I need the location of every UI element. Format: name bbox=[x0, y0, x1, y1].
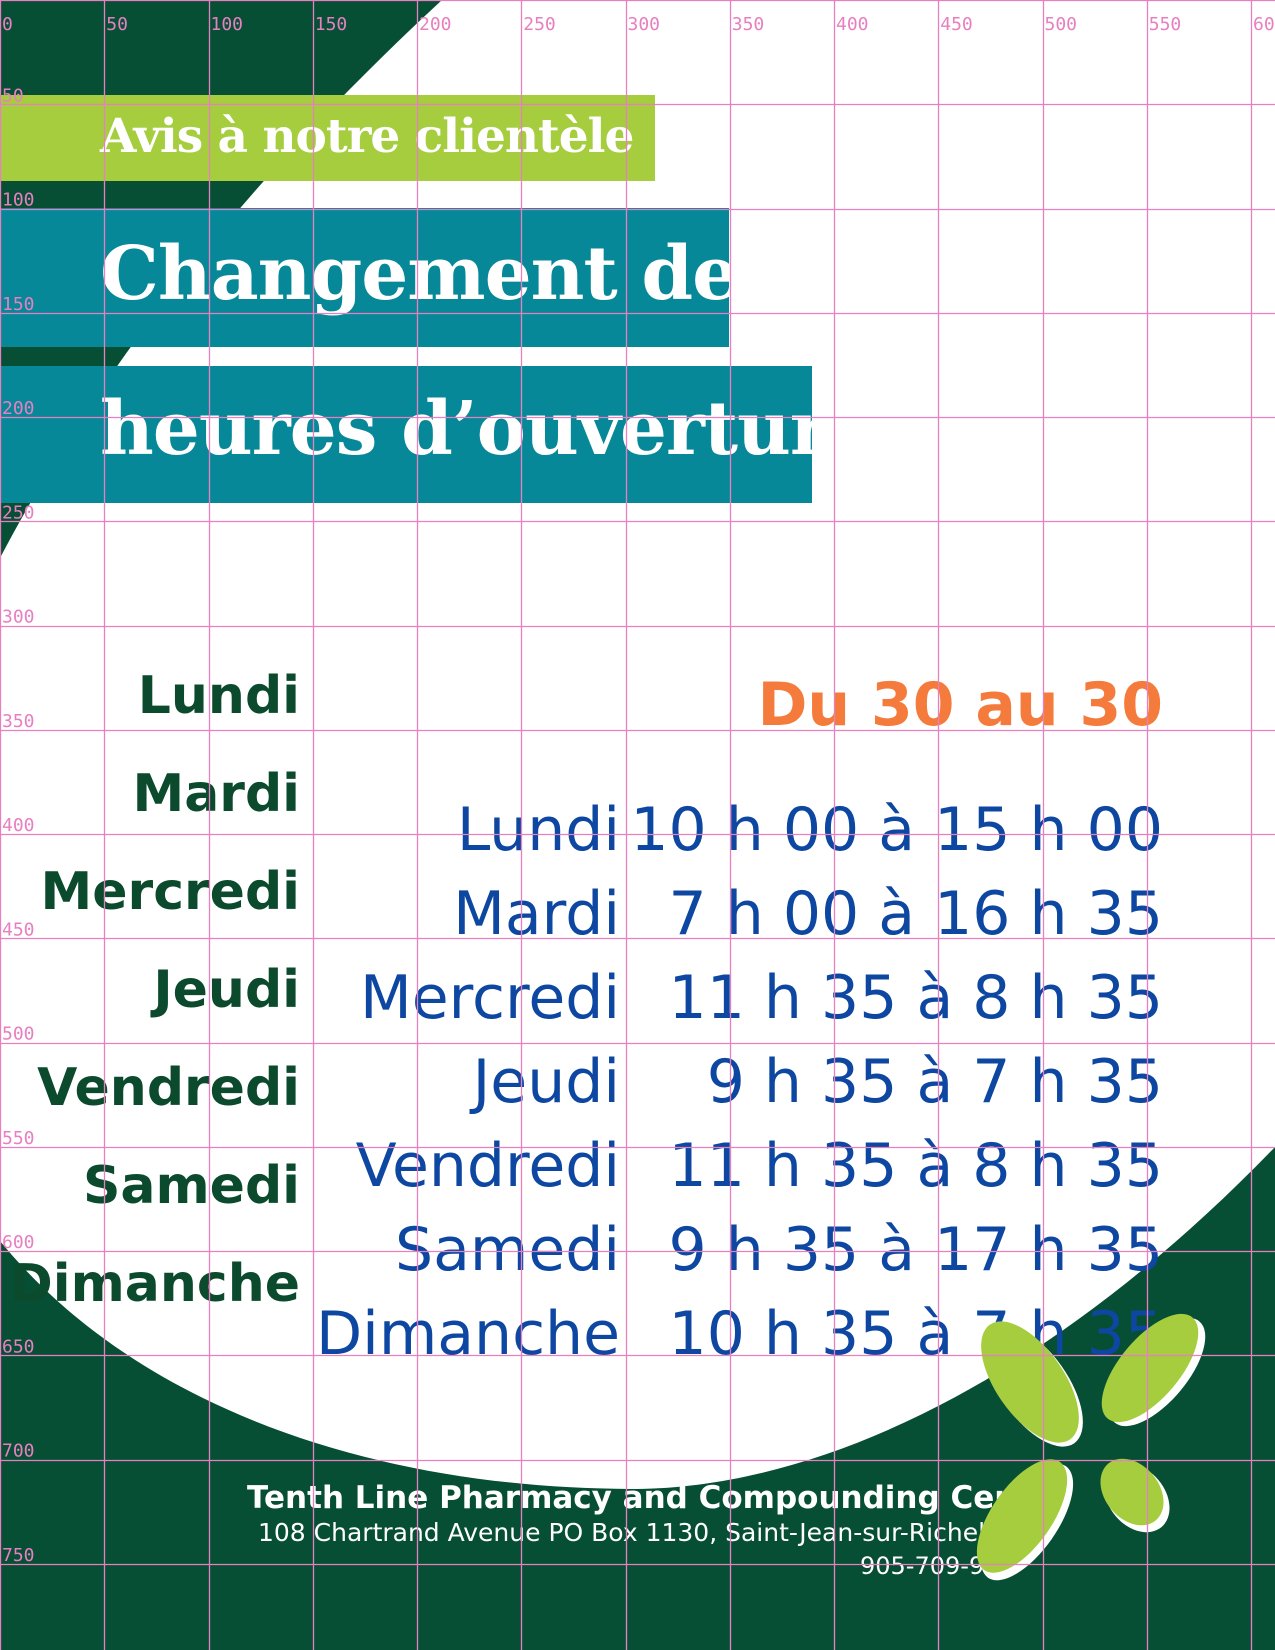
day-label: Samedi bbox=[82, 1156, 300, 1216]
title-banner-2: heures d’ouverture bbox=[0, 366, 875, 503]
day-label: Mardi bbox=[132, 764, 300, 824]
period-label: Du 30 au 30 bbox=[757, 670, 1163, 740]
day-label: Jeudi bbox=[153, 960, 300, 1020]
phone: 905-709-9 bbox=[860, 1552, 985, 1580]
schedule-hours: 7 h 00 à 16 h 35 bbox=[668, 879, 1163, 949]
schedule-hours: 10 h 00 à 15 h 00 bbox=[630, 795, 1163, 865]
day-label: Vendredi bbox=[37, 1058, 300, 1118]
schedule-day: Vendredi bbox=[355, 1131, 620, 1201]
schedule-day: Jeudi bbox=[472, 1047, 620, 1117]
schedule-hours: 10 h 35 à 7 h 35 bbox=[668, 1299, 1163, 1369]
schedule-day: Mardi bbox=[453, 879, 620, 949]
schedule-day: Mercredi bbox=[359, 963, 620, 1033]
schedule-hours: 11 h 35 à 8 h 35 bbox=[668, 963, 1163, 1033]
title-banner-1: Changement des bbox=[0, 208, 780, 347]
title-line-1: Changement des bbox=[100, 231, 780, 317]
title-line-2: heures d’ouverture bbox=[100, 386, 875, 472]
day-label: Mercredi bbox=[40, 862, 300, 922]
notice-banner: Avis à notre clientèle bbox=[0, 95, 655, 181]
schedule-day: Dimanche bbox=[315, 1299, 620, 1369]
schedule-day: Samedi bbox=[395, 1215, 620, 1285]
schedule-day: Lundi bbox=[456, 795, 620, 865]
address: 108 Chartrand Avenue PO Box 1130, Saint-… bbox=[258, 1518, 1024, 1547]
schedule-hours: 11 h 35 à 8 h 35 bbox=[668, 1131, 1163, 1201]
schedule-hours: 9 h 35 à 17 h 35 bbox=[668, 1215, 1163, 1285]
day-label: Dimanche bbox=[9, 1254, 300, 1314]
notice-text: Avis à notre clientèle bbox=[100, 109, 634, 164]
four-leaf-flower-logo bbox=[976, 1313, 1206, 1581]
schedule-hours: 9 h 35 à 7 h 35 bbox=[706, 1047, 1163, 1117]
day-label: Lundi bbox=[137, 666, 300, 726]
